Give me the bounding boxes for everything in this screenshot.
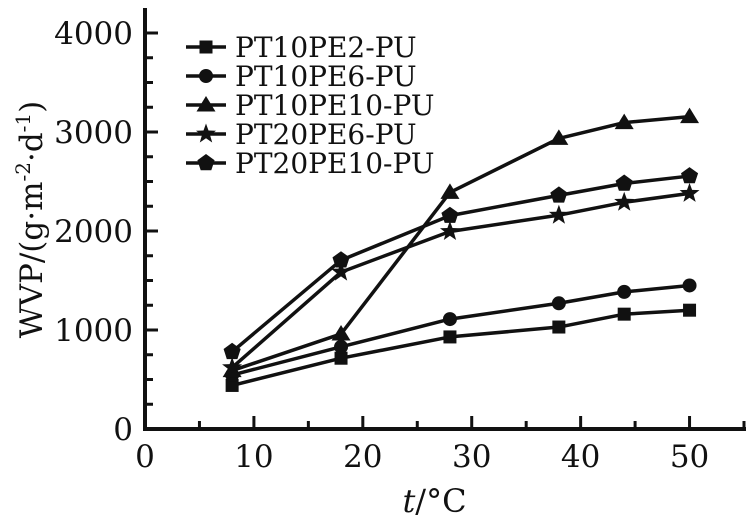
data-point-marker-star	[614, 191, 635, 211]
y-tick-label: 3000	[54, 115, 133, 151]
legend-label: PT20PE6-PU	[235, 118, 417, 151]
series-line	[231, 114, 690, 373]
legend-item-PT20PE10-PU: PT20PE10-PU	[186, 147, 434, 180]
series-PT10PE10-PU	[222, 107, 700, 378]
data-point-marker-circle	[682, 278, 697, 293]
x-tick-label: 10	[234, 439, 273, 475]
series-PT20PE10-PU	[223, 167, 699, 360]
data-point-marker-pentagon	[615, 174, 633, 191]
data-point-marker-square	[334, 351, 348, 365]
data-point-marker-triangle	[331, 324, 351, 341]
data-point-marker-star	[679, 182, 700, 202]
data-point-marker-circle	[551, 296, 566, 311]
ticks	[143, 31, 746, 431]
x-tick-label: 20	[343, 439, 382, 475]
series-line	[231, 283, 690, 377]
data-point-marker-triangle	[196, 96, 216, 112]
data-point-marker-triangle	[549, 129, 569, 145]
y-tick-label: 0	[113, 412, 133, 448]
data-point-marker-square	[199, 40, 213, 54]
series-PT10PE6-PU	[225, 278, 697, 383]
data-point-marker-triangle	[680, 107, 700, 124]
data-point-marker-pentagon	[441, 206, 459, 223]
data-point-marker-pentagon	[332, 251, 350, 268]
legend-label: PT10PE10-PU	[235, 89, 434, 122]
x-tick-label: 0	[135, 439, 155, 475]
x-tick-label: 30	[452, 439, 491, 475]
data-point-marker-circle	[334, 339, 349, 354]
data-point-marker-square	[552, 320, 566, 334]
data-point-marker-star	[548, 204, 569, 224]
series-line	[231, 174, 690, 354]
data-point-marker-triangle	[614, 113, 634, 130]
legend-item-PT10PE10-PU: PT10PE10-PU	[186, 89, 434, 122]
data-point-marker-square	[225, 378, 239, 392]
x-axis-title: t/°C	[402, 482, 466, 520]
series-line	[230, 191, 690, 369]
data-point-marker-triangle	[440, 183, 460, 199]
data-point-marker-pentagon	[197, 154, 215, 171]
data-point-marker-circle	[199, 69, 213, 83]
series-PT20PE6-PU	[222, 182, 700, 377]
data-point-marker-star	[331, 261, 351, 281]
data-point-marker-star	[196, 123, 216, 143]
legend-label: PT20PE10-PU	[235, 147, 434, 180]
legend-item-PT20PE6-PU: PT20PE6-PU	[186, 118, 417, 151]
legend-item-PT10PE6-PU: PT10PE6-PU	[186, 60, 417, 93]
y-axis-title: WVP/(g·m-2·d-1)	[11, 101, 50, 339]
legend-label: PT10PE6-PU	[235, 60, 417, 93]
x-tick-label: 40	[561, 439, 600, 475]
data-point-marker-pentagon	[223, 342, 241, 360]
data-point-marker-square	[683, 303, 697, 317]
data-point-marker-pentagon	[681, 167, 699, 184]
y-tick-label: 1000	[54, 313, 133, 349]
data-point-marker-star	[222, 357, 243, 377]
data-point-marker-circle	[442, 312, 457, 327]
data-point-marker-circle	[617, 284, 632, 299]
series-PT10PE2-PU	[225, 303, 697, 392]
data-point-marker-square	[617, 307, 631, 321]
axes	[143, 8, 746, 431]
legend-label: PT10PE2-PU	[235, 31, 417, 64]
series-line	[231, 308, 690, 388]
tick-labels: 0 1000 2000 3000 4000 0 10 20 30 40 50	[54, 16, 709, 475]
data-point-marker-pentagon	[550, 186, 568, 203]
y-tick-label: 4000	[54, 16, 133, 52]
legend: PT10PE2-PUPT10PE6-PUPT10PE10-PUPT20PE6-P…	[186, 31, 434, 180]
data-point-marker-square	[443, 330, 457, 344]
x-tick-label: 50	[670, 439, 709, 475]
legend-item-PT10PE2-PU: PT10PE2-PU	[186, 31, 417, 64]
y-tick-label: 2000	[54, 214, 133, 250]
data-point-marker-star	[440, 221, 460, 240]
